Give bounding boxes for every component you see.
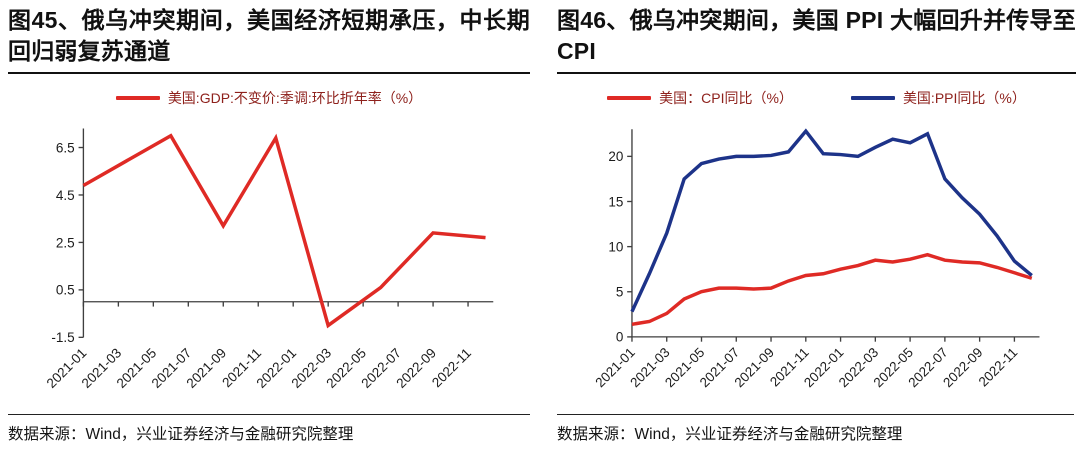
svg-text:2022-11: 2022-11 (429, 345, 474, 390)
svg-text:4.5: 4.5 (56, 188, 75, 203)
legend-line-swatch (115, 96, 160, 100)
cpi-ppi-chart-legend: 美国：CPI同比（%） 美国:PPI同比（%） (557, 86, 1076, 110)
svg-text:6.5: 6.5 (56, 140, 75, 155)
figure-45-title: 图45、俄乌冲突期间，美国经济短期承压，中长期回归弱复苏通道 (8, 7, 530, 64)
svg-text:20: 20 (608, 149, 623, 164)
figure-46-title: 图46、俄乌冲突期间，美国 PPI 大幅回升并传导至 CPI (557, 7, 1076, 64)
title-divider (8, 72, 530, 74)
legend-label: 美国：CPI同比（%） (659, 90, 793, 106)
svg-text:10: 10 (608, 239, 623, 254)
legend-line-swatch (850, 96, 895, 100)
figure-46-panel: 图46、俄乌冲突期间，美国 PPI 大幅回升并传导至 CPI 美国：CPI同比（… (540, 0, 1080, 453)
svg-text:0: 0 (616, 330, 623, 345)
svg-text:2.5: 2.5 (56, 235, 75, 250)
title-divider (557, 72, 1076, 74)
legend-line-swatch (607, 96, 652, 100)
figure-45-source-note: 数据来源：Wind，兴业证券经济与金融研究院整理 (8, 414, 530, 444)
svg-text:-1.5: -1.5 (51, 330, 74, 345)
figure-45-panel: 图45、俄乌冲突期间，美国经济短期承压，中长期回归弱复苏通道 美国:GDP:不变… (8, 7, 530, 444)
svg-text:5: 5 (616, 285, 623, 300)
legend-label: 美国:GDP:不变价:季调:环比折年率（%） (167, 90, 423, 106)
svg-text:2022-11: 2022-11 (976, 345, 1021, 390)
legend-item: 美国:PPI同比（%） (850, 88, 1026, 108)
gdp-line-chart: 6.54.52.50.5-1.52021-012021-032021-05202… (44, 128, 494, 391)
cpi-ppi-line-chart: 051015202021-012021-032021-052021-072021… (592, 128, 1040, 390)
legend-item: 美国：CPI同比（%） (607, 88, 793, 108)
gdp-chart-legend: 美国:GDP:不变价:季调:环比折年率（%） (8, 86, 530, 110)
legend-label: 美国:PPI同比（%） (902, 90, 1026, 106)
legend-item: 美国:GDP:不变价:季调:环比折年率（%） (115, 88, 423, 108)
figure-46-source-note: 数据来源：Wind，兴业证券经济与金融研究院整理 (557, 414, 1074, 444)
svg-text:0.5: 0.5 (56, 283, 75, 298)
svg-text:15: 15 (608, 194, 623, 209)
